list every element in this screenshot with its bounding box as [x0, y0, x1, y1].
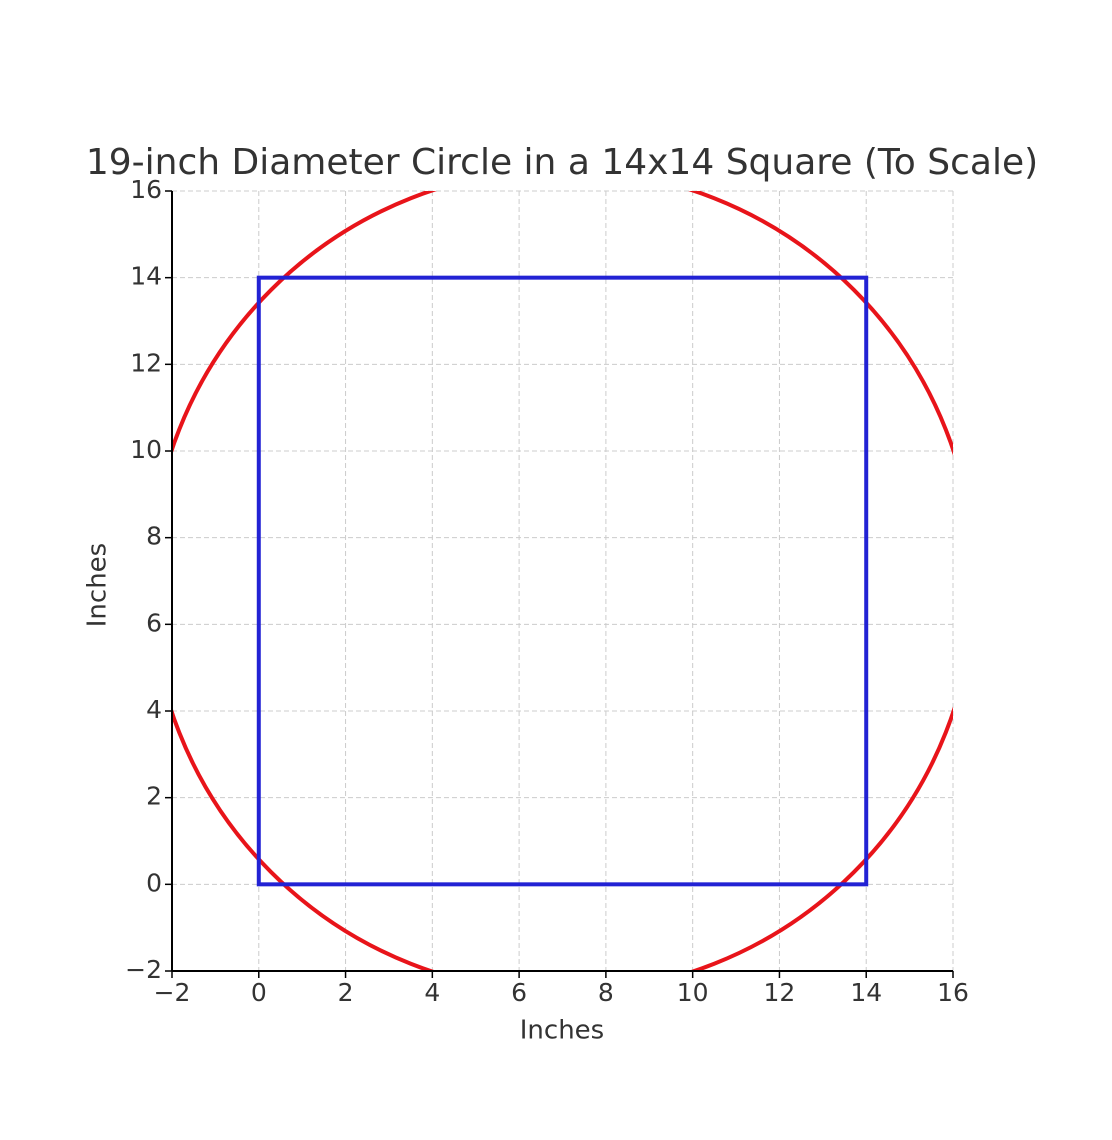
- plot-area: [172, 191, 953, 971]
- y-tick-label: 14: [130, 262, 162, 291]
- y-tick-label: 16: [130, 175, 162, 204]
- y-tick-label: −2: [125, 955, 162, 984]
- x-axis-label: Inches: [520, 1016, 604, 1046]
- square: [256, 275, 869, 887]
- axes: −2 0 2 4 6 8 10 12 14 16 −2 0 2 4 6 8 10 12 14 16: [125, 175, 969, 1007]
- y-tick-label: 0: [146, 868, 162, 897]
- x-tick-label: 4: [424, 978, 440, 1007]
- x-tick-label: 2: [338, 978, 354, 1007]
- y-tick-label: 10: [130, 435, 162, 464]
- x-tick-label: 10: [677, 978, 709, 1007]
- x-tick-label: 12: [764, 978, 796, 1007]
- chart-title: 19-inch Diameter Circle in a 14x14 Squar…: [86, 142, 1038, 183]
- x-tick-label: −2: [154, 978, 191, 1007]
- x-tick-label: 16: [937, 978, 969, 1007]
- grid: [171, 190, 954, 972]
- x-tick-label: 14: [850, 978, 882, 1007]
- y-tick-label: 2: [146, 782, 162, 811]
- x-tick-label: 6: [511, 978, 527, 1007]
- y-axis-label: Inches: [83, 543, 113, 627]
- y-tick-label: 12: [130, 348, 162, 377]
- x-tick-label: 0: [251, 978, 267, 1007]
- x-tick-label: 8: [598, 978, 614, 1007]
- y-tick-label: 6: [146, 608, 162, 637]
- circle: [172, 191, 953, 971]
- y-tick-label: 8: [146, 522, 162, 551]
- y-tick-label: 4: [146, 695, 162, 724]
